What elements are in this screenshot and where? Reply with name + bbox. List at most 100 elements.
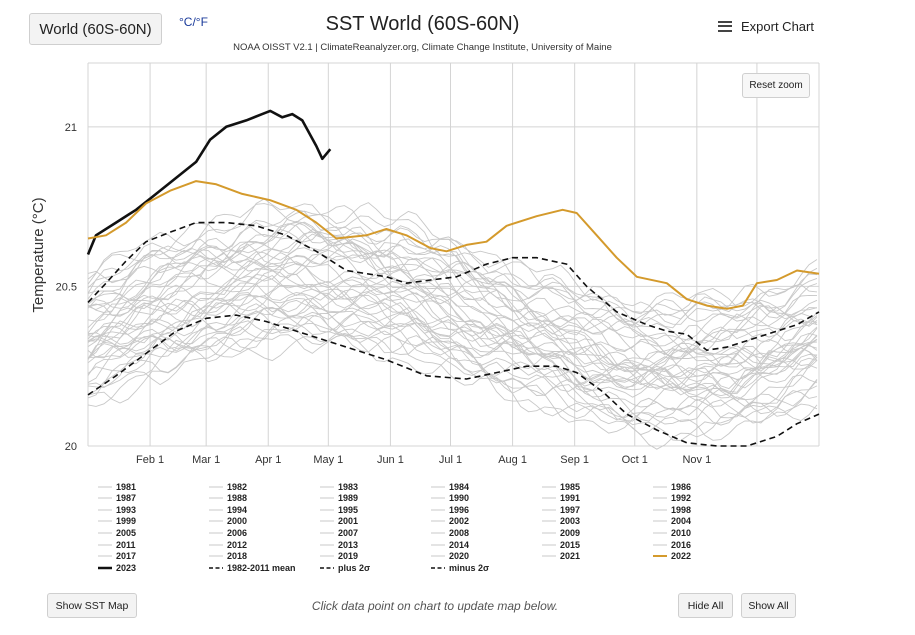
year-line-1984[interactable]: [87, 316, 818, 419]
legend-item-1993[interactable]: 1993: [98, 504, 136, 515]
year-line-2014[interactable]: [87, 226, 818, 353]
reset-zoom-button[interactable]: Reset zoom: [742, 73, 810, 98]
legend-item-1991[interactable]: 1991: [542, 493, 580, 504]
x-tick-label: May 1: [313, 454, 343, 466]
legend-label: 2017: [116, 551, 137, 562]
legend-item-2007[interactable]: 2007: [320, 527, 358, 538]
legend-swatch: [320, 486, 334, 487]
year-line-plus 2σ[interactable]: [87, 326, 818, 441]
year-line-2016[interactable]: [87, 209, 818, 322]
legend-item-2009[interactable]: 2009: [542, 527, 580, 538]
legend-item-2000[interactable]: 2000: [209, 516, 247, 527]
year-line-1982[interactable]: [87, 332, 818, 441]
year-line-1987[interactable]: [87, 311, 818, 422]
legend-item-1999[interactable]: 1999: [98, 516, 136, 527]
legend-item-1994[interactable]: 1994: [209, 504, 247, 515]
series-line-2023[interactable]: [86, 109, 332, 255]
year-line-1998[interactable]: [87, 274, 818, 389]
legend-item-1996[interactable]: 1996: [431, 504, 469, 515]
year-line-2010[interactable]: [87, 223, 818, 352]
legend-item-2017[interactable]: 2017: [98, 551, 136, 562]
legend-item-1995[interactable]: 1995: [320, 504, 358, 515]
legend-item-2018[interactable]: 2018: [209, 551, 247, 562]
legend-item-1986[interactable]: 1986: [653, 481, 691, 492]
show-sst-map-button[interactable]: Show SST Map: [47, 593, 137, 618]
year-line-1996[interactable]: [87, 288, 818, 397]
year-line-2019[interactable]: [87, 221, 818, 328]
year-line-2000[interactable]: [87, 260, 818, 390]
legend-item-1981[interactable]: 1981: [98, 481, 136, 492]
region-select-button[interactable]: World (60S-60N): [29, 13, 162, 45]
legend-item-2001[interactable]: 2001: [320, 516, 358, 527]
legend-item-2006[interactable]: 2006: [209, 527, 247, 538]
unit-toggle[interactable]: °C/°F: [179, 15, 208, 29]
year-line-2021[interactable]: [87, 198, 818, 315]
year-line-2004[interactable]: [87, 254, 818, 389]
x-tick-label: Mar 1: [192, 454, 220, 466]
legend-item-2015[interactable]: 2015: [542, 539, 580, 550]
legend-item-2005[interactable]: 2005: [98, 527, 136, 538]
sst-line-chart[interactable]: Feb 1 Mar 1 Apr 1 May 1 Jun 1 Jul 1 Aug 1 Sep 1…: [0, 0, 915, 590]
year-line-2018[interactable]: [87, 205, 818, 325]
legend-label: 1996: [449, 504, 470, 515]
legend-item-1989[interactable]: 1989: [320, 493, 358, 504]
legend-item-1983[interactable]: 1983: [320, 481, 358, 492]
legend-item-2023[interactable]: 2023: [98, 562, 136, 573]
legend-item-2019[interactable]: 2019: [320, 551, 358, 562]
year-line-1991[interactable]: [87, 294, 818, 392]
legend-item-plus-2-[interactable]: plus 2σ: [320, 562, 370, 573]
export-chart-button[interactable]: Export Chart: [718, 17, 814, 35]
legend-swatch: [98, 544, 112, 545]
legend-item-2022[interactable]: 2022: [653, 551, 691, 562]
legend-item-minus-2-[interactable]: minus 2σ: [431, 562, 489, 573]
year-line-1992[interactable]: [87, 273, 818, 402]
legend-item-2011[interactable]: 2011: [98, 539, 136, 550]
legend-item-2020[interactable]: 2020: [431, 551, 469, 562]
legend-item-2016[interactable]: 2016: [653, 539, 691, 550]
legend-item-1990[interactable]: 1990: [431, 493, 469, 504]
legend-item-1992[interactable]: 1992: [653, 493, 691, 504]
legend-label: 2011: [116, 539, 136, 550]
year-line-1985[interactable]: [87, 307, 818, 408]
legend-item-1984[interactable]: 1984: [431, 481, 469, 492]
year-line-1989[interactable]: [87, 303, 818, 393]
legend-item-2013[interactable]: 2013: [320, 539, 358, 550]
year-line-2009[interactable]: [87, 242, 818, 367]
year-line-2013[interactable]: [87, 233, 818, 341]
year-line-1990[interactable]: [87, 307, 818, 395]
series-line-1982-2011-mean[interactable]: [87, 221, 820, 351]
year-line-1983[interactable]: [87, 320, 818, 426]
legend-label: 1994: [227, 504, 248, 515]
year-line-2008[interactable]: [87, 249, 818, 354]
legend-item-1982-2011-mean[interactable]: 1982-2011 mean: [209, 562, 296, 573]
legend-item-2014[interactable]: 2014: [431, 539, 469, 550]
series-line-minus-2-[interactable]: [87, 314, 820, 447]
legend-item-2010[interactable]: 2010: [653, 527, 691, 538]
legend-item-2004[interactable]: 2004: [653, 516, 691, 527]
legend-item-1997[interactable]: 1997: [542, 504, 580, 515]
legend-item-1988[interactable]: 1988: [209, 493, 247, 504]
x-tick-label: Apr 1: [255, 454, 281, 466]
series-line-2022[interactable]: [87, 180, 820, 310]
legend-item-1998[interactable]: 1998: [653, 504, 691, 515]
year-line-2003[interactable]: [87, 253, 818, 389]
legend-label: plus 2σ: [338, 562, 371, 573]
legend-item-1987[interactable]: 1987: [98, 493, 136, 504]
show-all-button[interactable]: Show All: [741, 593, 796, 618]
legend-item-2002[interactable]: 2002: [431, 516, 469, 527]
legend-item-2012[interactable]: 2012: [209, 539, 247, 550]
legend-item-1982[interactable]: 1982: [209, 481, 247, 492]
legend-item-2021[interactable]: 2021: [542, 551, 580, 562]
legend-item-2003[interactable]: 2003: [542, 516, 580, 527]
chart-subtitle: NOAA OISST V2.1 | ClimateReanalyzer.org,…: [233, 42, 612, 53]
year-line-2007[interactable]: [87, 228, 818, 367]
year-line-2001[interactable]: [87, 270, 818, 372]
legend-label: 2005: [116, 527, 137, 538]
legend-swatch: [320, 497, 334, 499]
year-line-2006[interactable]: [87, 238, 818, 359]
year-line-2017[interactable]: [87, 219, 818, 326]
legend-item-2008[interactable]: 2008: [431, 527, 469, 538]
hide-all-button[interactable]: Hide All: [678, 593, 733, 618]
legend-swatch: [98, 520, 112, 522]
legend-item-1985[interactable]: 1985: [542, 481, 580, 492]
